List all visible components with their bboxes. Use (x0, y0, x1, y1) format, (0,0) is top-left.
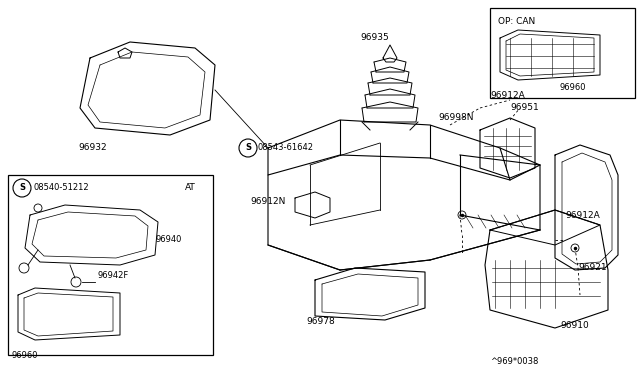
Text: 08540-51212: 08540-51212 (33, 183, 88, 192)
Text: 96912A: 96912A (490, 90, 525, 99)
Text: S: S (19, 183, 25, 192)
Text: 96912N: 96912N (250, 198, 285, 206)
Text: 96960: 96960 (12, 350, 38, 359)
Text: 96942F: 96942F (98, 270, 129, 279)
Text: 96921: 96921 (578, 263, 607, 273)
Bar (490, 8, 635, 98)
Text: 96932: 96932 (78, 144, 107, 153)
Text: AT: AT (185, 183, 196, 192)
Text: 96951: 96951 (510, 103, 539, 112)
Text: OP: CAN: OP: CAN (498, 17, 535, 26)
Text: 96960: 96960 (560, 83, 586, 93)
Text: ^969*0038: ^969*0038 (490, 357, 538, 366)
Text: 96912A: 96912A (565, 211, 600, 219)
Text: 08543-61642: 08543-61642 (258, 144, 314, 153)
Bar (8, 175, 213, 355)
Text: 96910: 96910 (560, 321, 589, 330)
Text: 96998N: 96998N (438, 113, 474, 122)
Text: 96978: 96978 (306, 317, 335, 327)
Text: S: S (245, 144, 251, 153)
Text: 96940: 96940 (155, 235, 181, 244)
Text: 96935: 96935 (360, 33, 388, 42)
